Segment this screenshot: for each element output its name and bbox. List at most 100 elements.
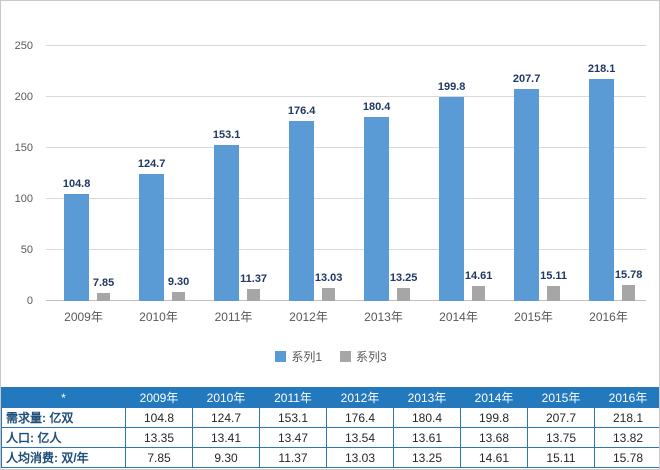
value-cell: 13.61 — [393, 427, 461, 448]
value-cell: 13.54 — [326, 427, 394, 448]
y-tick-label: 50 — [20, 244, 33, 256]
y-tick-label: 100 — [14, 193, 33, 205]
bar-系列3-2010年: 9.30 — [168, 276, 189, 301]
value-cell: 207.7 — [527, 407, 595, 428]
bar-系列1-2015年: 207.7 — [513, 73, 540, 301]
x-axis: 2009年 2010年 2011年 2012年 2013年 2014年 2015年 2016年 — [46, 308, 646, 325]
bar-value-label: 153.1 — [212, 128, 241, 141]
gridline — [46, 147, 646, 148]
legend-label: 系列1 — [291, 350, 322, 364]
bar-系列3-2013年: 13.25 — [390, 272, 417, 301]
bar-系列3-2014年: 14.61 — [465, 270, 492, 301]
table-column-header: 2011年 — [259, 387, 327, 408]
y-tick-label: 250 — [14, 40, 33, 52]
bar-chart: 0 50 100 150 200 250 104.8 124.7 153.1 176.4 180.… — [1, 1, 659, 387]
legend-item-系列3: 系列3 — [340, 348, 387, 365]
chart-legend: 系列1 系列3 — [1, 348, 659, 365]
value-cell: 13.41 — [192, 427, 260, 448]
value-cell: 15.78 — [594, 447, 659, 468]
table-corner-cell: * — [1, 387, 126, 408]
bar-系列1-2011年: 153.1 — [213, 129, 240, 301]
gridline — [46, 249, 646, 250]
bar-系列3-2012年: 13.03 — [315, 272, 342, 301]
row-label-cell: 人口: 亿人 — [1, 427, 126, 448]
value-cell: 13.25 — [393, 447, 461, 468]
bar-系列1-2010年: 124.7 — [138, 158, 165, 301]
gridline — [46, 300, 646, 301]
value-cell: 15.11 — [527, 447, 595, 468]
y-tick-label: 0 — [26, 295, 33, 307]
y-tick-label: 150 — [14, 142, 33, 154]
bar-value-label: 124.7 — [137, 157, 166, 170]
bar-value-label: 15.78 — [614, 268, 643, 281]
table-row: 需求量: 亿双 104.8 124.7 153.1 176.4 180.4 199.8 207… — [1, 407, 659, 428]
gridline — [46, 96, 646, 97]
bar-value-label: 15.11 — [540, 269, 568, 282]
table-header-row: * 2009年 2010年 2011年 2012年 2013年 2014年 2015年 2016… — [1, 387, 659, 408]
bar-value-label: 180.4 — [362, 101, 391, 113]
x-tick-label: 2012年 — [289, 310, 328, 324]
value-cell: 104.8 — [125, 407, 193, 428]
x-tick-label: 2010年 — [139, 310, 178, 324]
bar-系列1-2009年: 104.8 — [63, 178, 90, 301]
value-cell: 7.85 — [125, 447, 193, 468]
y-axis: 0 50 100 150 200 250 — [1, 40, 39, 307]
bar-系列1-2013年: 180.4 — [363, 101, 390, 301]
table-column-header: 2015年 — [527, 387, 595, 408]
table-column-header: 2009年 — [125, 387, 193, 408]
x-tick-label: 2011年 — [214, 310, 253, 324]
value-cell: 9.30 — [192, 447, 260, 468]
legend-item-系列1: 系列1 — [275, 348, 322, 365]
bar-value-label: 11.37 — [240, 273, 268, 286]
table-column-header: 2016年 — [594, 387, 659, 408]
table-row: 人口: 亿人 13.35 13.41 13.47 13.54 13.61 13.68 13.7… — [1, 427, 659, 448]
value-cell: 13.35 — [125, 427, 193, 448]
x-tick-label: 2016年 — [589, 310, 628, 324]
table-column-header: 2012年 — [326, 387, 394, 408]
bar-系列3-2016年: 15.78 — [615, 269, 642, 301]
value-cell: 124.7 — [192, 407, 260, 428]
bar-系列1-2012年: 176.4 — [288, 105, 315, 301]
value-cell: 14.61 — [460, 447, 528, 468]
x-tick-label: 2013年 — [364, 310, 403, 324]
bar-系列3-2015年: 15.11 — [540, 270, 567, 301]
bar-value-label: 13.03 — [314, 271, 343, 284]
value-cell: 153.1 — [259, 407, 327, 428]
bar-value-label: 9.30 — [167, 275, 190, 288]
y-tick-label: 200 — [14, 91, 33, 103]
value-cell: 218.1 — [594, 407, 659, 428]
value-cell: 199.8 — [460, 407, 528, 428]
bar-value-label: 199.8 — [437, 81, 466, 94]
bar-value-label: 207.7 — [512, 73, 541, 86]
table-column-header: 2014年 — [460, 387, 528, 408]
value-cell: 13.47 — [259, 427, 327, 448]
gridline — [46, 198, 646, 199]
bar-value-label: 104.8 — [62, 178, 91, 191]
row-label-cell: 人均消费: 双/年 — [1, 447, 126, 468]
table-column-header: 2010年 — [192, 387, 260, 408]
bar-系列3-2011年: 11.37 — [240, 273, 267, 301]
bar-value-label: 13.25 — [389, 271, 418, 284]
legend-swatch — [340, 351, 351, 362]
value-cell: 13.82 — [594, 427, 659, 448]
table-column-header: 2013年 — [393, 387, 461, 408]
legend-swatch — [275, 351, 287, 362]
bar-value-label: 218.1 — [587, 62, 616, 75]
value-cell: 13.75 — [527, 427, 595, 448]
bar-value-label: 7.85 — [92, 277, 115, 289]
value-cell: 180.4 — [393, 407, 461, 428]
bar-系列1-2014年: 199.8 — [438, 81, 465, 301]
data-table: * 2009年 2010年 2011年 2012年 2013年 2014年 2015年 2016… — [1, 387, 659, 468]
x-tick-label: 2015年 — [514, 310, 553, 324]
gridline — [46, 45, 646, 46]
bar-value-label: 176.4 — [287, 105, 316, 118]
value-cell: 176.4 — [326, 407, 394, 428]
table-row: 人均消费: 双/年 7.85 9.30 11.37 13.03 13.25 14.61 15.… — [1, 447, 659, 468]
legend-label: 系列3 — [356, 350, 387, 364]
bar-系列1-2016年: 218.1 — [588, 63, 615, 301]
bar-系列3-2009年: 7.85 — [93, 277, 114, 301]
value-cell: 13.68 — [460, 427, 528, 448]
x-tick-label: 2014年 — [439, 310, 478, 324]
value-cell: 11.37 — [259, 447, 327, 468]
